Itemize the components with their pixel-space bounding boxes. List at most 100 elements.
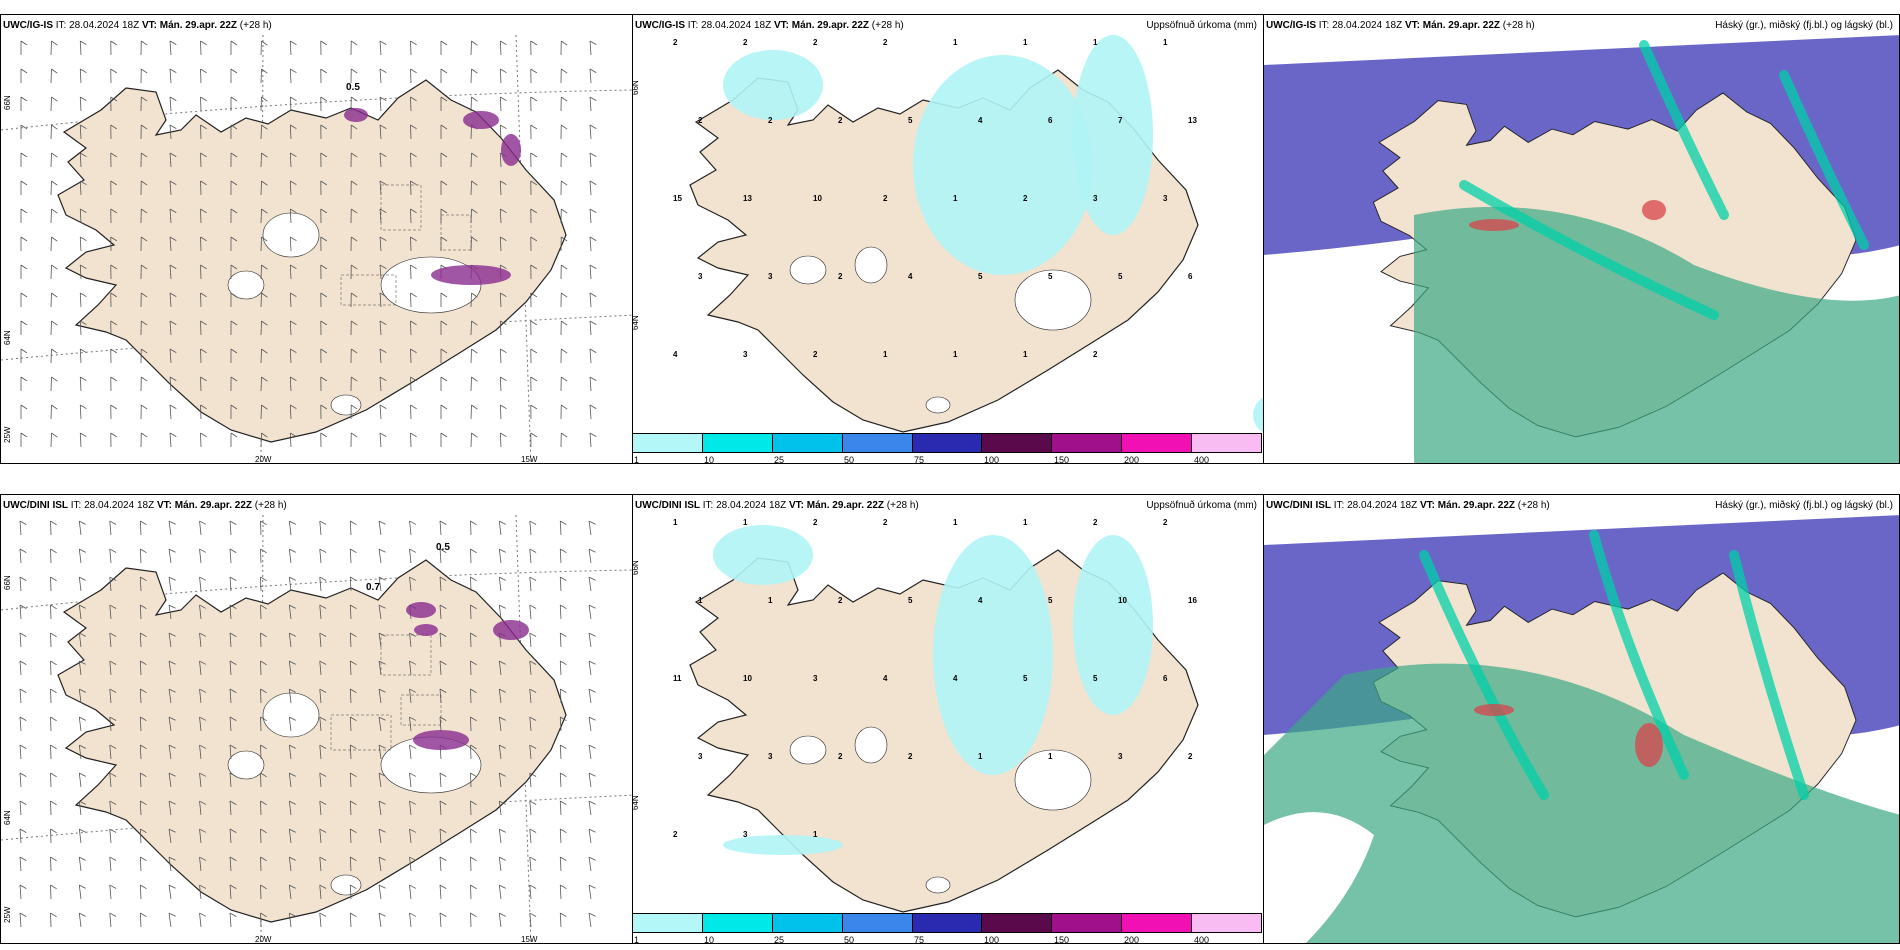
wind-barb xyxy=(260,124,268,140)
precip-area xyxy=(1073,35,1153,235)
wind-barb xyxy=(530,40,538,56)
wind-barb xyxy=(410,376,417,392)
wind-barb xyxy=(109,604,117,620)
wind-barb xyxy=(139,800,147,816)
mid-cloud-area xyxy=(1264,663,1899,943)
wind-barb xyxy=(498,828,506,844)
wind-barb xyxy=(560,292,568,308)
precip-value: 4 xyxy=(908,272,913,281)
wind-barb xyxy=(319,688,327,704)
wind-barb xyxy=(378,884,386,900)
wind-barb xyxy=(409,912,417,928)
wind-barb xyxy=(559,576,567,592)
wind-barb xyxy=(589,96,597,112)
wind-barb xyxy=(289,432,297,448)
wind-barb xyxy=(140,208,148,224)
wind-barb xyxy=(139,548,147,564)
wind-barb xyxy=(529,772,537,788)
wind-barb xyxy=(349,604,357,620)
wind-barb xyxy=(349,632,357,648)
wind-barb xyxy=(78,772,86,788)
wind-barb xyxy=(168,632,176,648)
wind-barb xyxy=(320,152,328,168)
wind-barb xyxy=(588,912,596,928)
wind-barb xyxy=(470,96,478,112)
wind-barb xyxy=(199,576,207,592)
hatch-area xyxy=(380,634,432,676)
wind-barb xyxy=(230,96,238,111)
wind-barb xyxy=(50,404,58,420)
wind-barb xyxy=(260,576,267,592)
wind-map-panel-ig: UWC/IG-IS IT: 28.04.2024 18Z VT: Mán. 29… xyxy=(0,14,633,464)
wind-barb xyxy=(499,292,507,308)
wind-barb xyxy=(319,632,327,648)
wind-barb xyxy=(288,744,296,760)
wind-barb xyxy=(439,604,447,620)
wind-barb xyxy=(260,292,268,308)
precip-value: 2 xyxy=(838,752,843,761)
wind-barb xyxy=(379,432,387,448)
hatch-area xyxy=(440,214,472,251)
wind-barb xyxy=(320,124,328,140)
wind-barb xyxy=(440,96,448,111)
precip-colorbar xyxy=(632,433,1262,453)
wind-barb xyxy=(379,152,387,168)
wind-barb xyxy=(168,660,176,676)
precip-value: 1 xyxy=(1023,38,1028,47)
precip-value: 2 xyxy=(698,116,703,125)
wind-barb xyxy=(499,376,507,392)
wind-barb xyxy=(349,800,357,816)
wind-barb xyxy=(588,800,596,816)
wind-barb xyxy=(560,124,568,140)
wind-barb xyxy=(110,432,118,448)
cloud-map-canvas xyxy=(1264,515,1899,943)
wind-barb xyxy=(589,68,597,84)
wind-barb xyxy=(379,320,387,336)
wind-barb xyxy=(588,744,596,760)
wind-barb xyxy=(230,124,238,139)
wind-barb xyxy=(50,520,57,536)
wind-barb xyxy=(529,828,537,844)
wind-barb xyxy=(200,320,207,336)
wind-barb xyxy=(409,772,417,788)
wind-barb xyxy=(349,856,357,872)
wind-barb xyxy=(530,264,538,280)
precip-value: 1 xyxy=(1163,38,1168,47)
wind-barb xyxy=(470,320,478,336)
wind-barb xyxy=(529,884,537,900)
wind-barb xyxy=(19,800,27,816)
colorbar-swatch xyxy=(772,914,843,932)
wind-barb xyxy=(139,884,147,900)
precip-value: 2 xyxy=(673,38,678,47)
wind-barb xyxy=(200,432,207,448)
wind-barb xyxy=(350,180,358,196)
precip-value: 1 xyxy=(813,830,818,839)
colorbar-swatch xyxy=(633,914,703,932)
wind-barb xyxy=(439,548,447,564)
precip-value: 1 xyxy=(1048,752,1053,761)
wind-barb xyxy=(140,320,148,336)
wind-barb xyxy=(50,40,58,56)
wind-barb xyxy=(50,236,58,252)
cloud-title: Háský (gr.), miðský (fj.bl.) og lágský (… xyxy=(1715,500,1893,511)
wind-barb xyxy=(499,208,507,224)
wind-barb xyxy=(349,520,357,536)
wind-barb xyxy=(320,432,328,448)
wind-barb xyxy=(168,856,176,872)
precip-value: 15 xyxy=(673,194,682,203)
wind-barb xyxy=(260,632,267,648)
wind-barb xyxy=(529,576,537,592)
wind-barb xyxy=(140,124,148,140)
wind-barb xyxy=(109,548,117,564)
wind-barb xyxy=(110,124,118,140)
colorbar-tick-label: 75 xyxy=(914,455,925,465)
wind-barb xyxy=(200,68,207,84)
wind-barb xyxy=(260,800,267,816)
glacier xyxy=(330,874,362,896)
panel-title: UWC/DINI ISL IT: 28.04.2024 18Z VT: Mán.… xyxy=(3,500,287,511)
wind-barb xyxy=(260,348,268,364)
precip-value: 1 xyxy=(768,596,773,605)
wind-barb xyxy=(169,432,177,448)
wind-barb xyxy=(200,348,207,364)
wind-barb xyxy=(229,716,237,732)
